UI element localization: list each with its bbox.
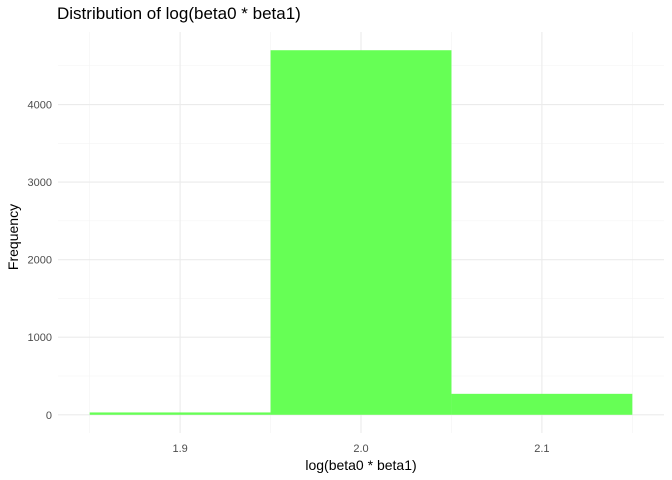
histogram-bar-1 <box>89 412 271 415</box>
y-tick-label: 2000 <box>28 255 52 267</box>
y-tick-label: 3000 <box>28 177 52 189</box>
x-tick-label: 2.1 <box>534 443 549 455</box>
x-axis-title: log(beta0 * beta1) <box>305 457 416 473</box>
chart-title: Distribution of log(beta0 * beta1) <box>57 4 301 23</box>
histogram-bar-2 <box>270 50 452 415</box>
x-axis-tick-labels: 1.9 2.0 2.1 <box>172 443 549 455</box>
y-axis-tick-labels: 0 1000 2000 3000 4000 <box>28 100 52 422</box>
histogram-bars <box>89 50 633 415</box>
x-tick-label: 1.9 <box>172 443 187 455</box>
x-tick-label: 2.0 <box>353 443 368 455</box>
y-tick-label: 0 <box>46 410 52 422</box>
y-axis-title: Frequency <box>5 204 21 270</box>
y-tick-label: 4000 <box>28 100 52 112</box>
histogram-bar-3 <box>451 393 633 415</box>
y-tick-label: 1000 <box>28 332 52 344</box>
